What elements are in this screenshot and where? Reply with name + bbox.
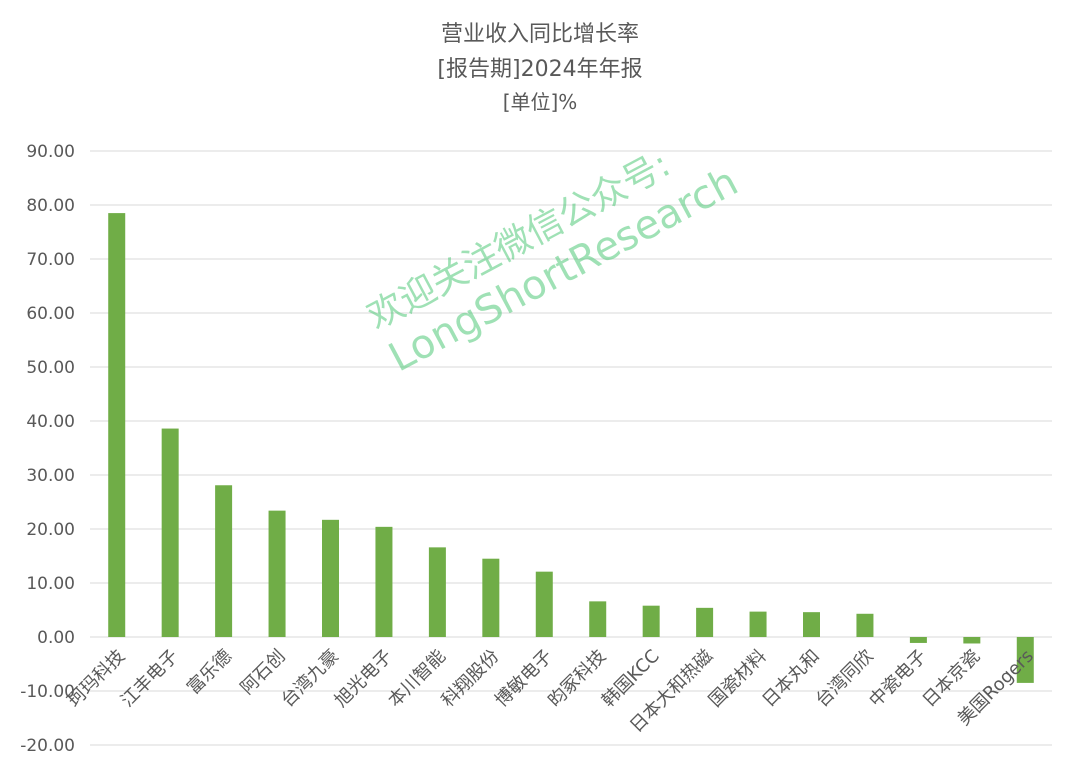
y-tick-label: 60.00: [26, 304, 75, 324]
x-tick-label: 台湾同欣: [812, 646, 878, 712]
chart-unit: [单位]%: [502, 90, 578, 114]
x-tick-label: 台湾九豪: [277, 646, 343, 712]
x-tick-label: 中瓷电子: [865, 646, 931, 712]
x-tick-label: 博敏电子: [491, 646, 557, 712]
y-tick-label: 90.00: [26, 142, 75, 162]
y-tick-label: 80.00: [26, 196, 75, 216]
bar: [482, 558, 500, 637]
x-tick-label: 本川智能: [384, 646, 450, 712]
y-tick-label: 20.00: [26, 520, 75, 540]
x-tick-label: 科翔股份: [438, 646, 504, 712]
y-axis-ticks: -20.00 -10.00 0.00 10.00 20.00 30.00 40.00 50.0…: [20, 142, 75, 756]
bar: [589, 601, 607, 637]
y-tick-label: -20.00: [20, 736, 75, 756]
bar: [909, 637, 927, 643]
y-tick-label: 10.00: [26, 574, 75, 594]
bar: [535, 571, 553, 637]
x-tick-label: 珂玛科技: [63, 646, 129, 712]
x-tick-label: 昀冢科技: [544, 646, 610, 712]
y-tick-label: 0.00: [37, 628, 75, 648]
chart-subtitle: [报告期]2024年年报: [437, 57, 643, 82]
bar: [215, 485, 233, 637]
y-tick-label: 30.00: [26, 466, 75, 486]
bar: [322, 519, 339, 637]
bar: [428, 547, 446, 637]
gridlines: [90, 150, 1052, 746]
bar: [696, 607, 714, 637]
bar: [268, 510, 286, 637]
chart-title: 营业收入同比增长率: [440, 22, 639, 47]
bar: [856, 613, 874, 637]
bar: [963, 637, 981, 644]
bar: [749, 611, 767, 637]
bar: [108, 213, 126, 637]
x-tick-label: 江丰电子: [117, 646, 183, 712]
y-tick-label: 40.00: [26, 412, 75, 432]
x-tick-label: 日本丸和: [758, 646, 824, 712]
y-tick-label: 70.00: [26, 250, 75, 270]
y-tick-label: -10.00: [20, 682, 75, 702]
x-tick-label: 国瓷材料: [705, 646, 771, 712]
bars: [108, 213, 1034, 683]
bar: [642, 605, 660, 637]
x-tick-label: 旭光电子: [331, 646, 397, 712]
bar: [1016, 637, 1034, 683]
bar: [375, 526, 393, 637]
bar: [803, 612, 820, 637]
y-tick-label: 50.00: [26, 358, 75, 378]
bar: [161, 428, 179, 637]
